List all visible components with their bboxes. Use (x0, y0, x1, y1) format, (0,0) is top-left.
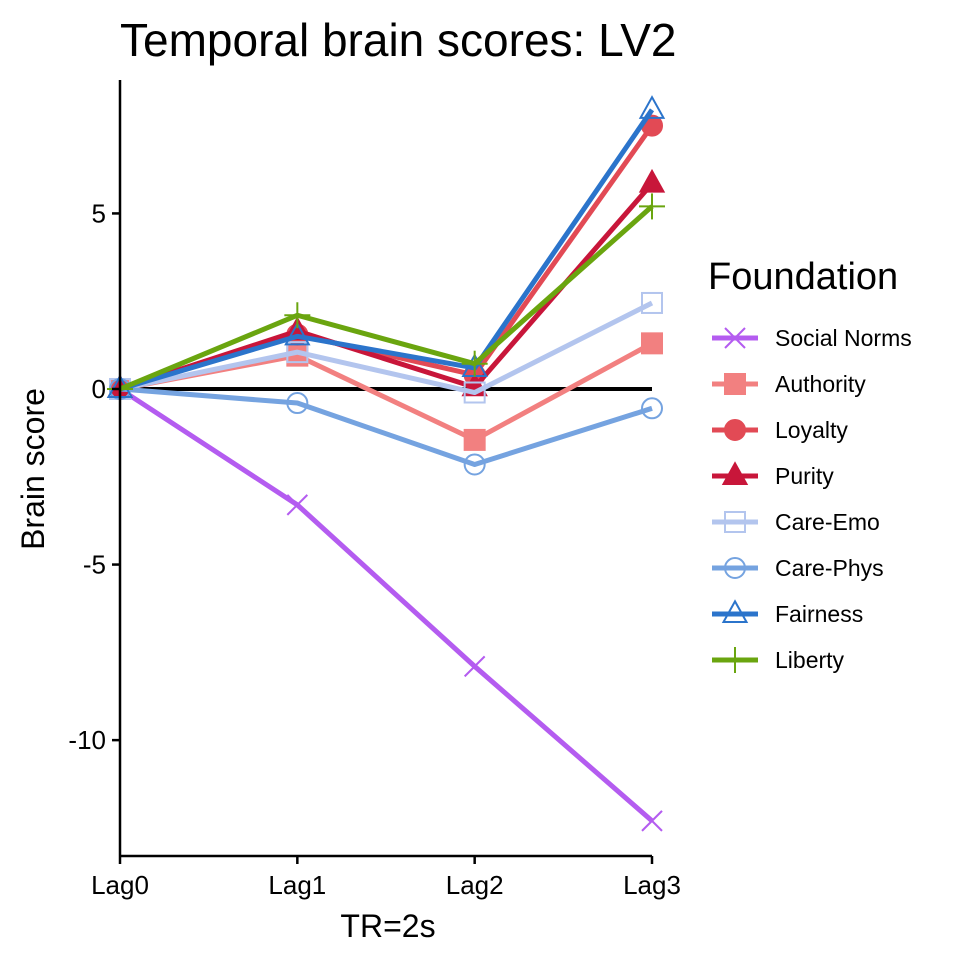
series-social-norms (109, 378, 663, 832)
y-tick-label: 5 (92, 198, 106, 228)
plot-area: -10 -5 0 5 Lag0 Lag1 Lag2 Lag3 (68, 80, 681, 900)
data-point-care-phys-1 (286, 392, 309, 415)
x-tick-label: Lag0 (91, 870, 149, 900)
axis-layer: -10 -5 0 5 Lag0 Lag1 Lag2 Lag3 (68, 80, 681, 900)
data-point-fairness-3 (638, 95, 666, 119)
y-tick-label: -10 (68, 725, 106, 755)
data-point-care-phys-2 (463, 453, 486, 476)
legend-key-marker-liberty (722, 647, 748, 673)
series-line-care-emo (119, 300, 654, 396)
legend-key-marker-purity (721, 461, 749, 486)
data-point-social-norms-3 (641, 810, 663, 832)
x-tick-label: Lag1 (268, 870, 326, 900)
legend-key-marker-fairness (721, 599, 749, 624)
data-point-authority-2 (463, 428, 486, 451)
data-point-social-norms-1 (286, 494, 309, 516)
y-tick-label: -5 (83, 550, 106, 580)
legend-label: Social Norms (775, 325, 912, 351)
data-point-authority-3 (641, 332, 663, 355)
legend-label: Purity (775, 463, 834, 489)
y-tick-label: 0 (92, 374, 106, 404)
x-axis-title: TR=2s (340, 908, 435, 944)
legend-entry-purity: Purity (712, 461, 834, 489)
data-point-care-phys-3 (641, 397, 663, 420)
data-point-fairness-1 (284, 321, 311, 346)
legend-label: Fairness (775, 601, 863, 627)
legend-key-marker-care-emo (724, 511, 746, 533)
series-line-loyalty (119, 124, 655, 392)
legend-label: Liberty (775, 647, 845, 673)
data-point-care-emo-2 (463, 381, 486, 404)
legend-entry-fairness: Fairness (712, 599, 863, 627)
data-point-liberty-1 (284, 302, 311, 329)
legend-entry-authority: Authority (712, 371, 866, 397)
series-line-care-phys (119, 386, 653, 467)
series-care-emo (109, 291, 663, 404)
data-point-liberty-3 (639, 193, 665, 220)
series-line-liberty (119, 204, 654, 392)
legend-label: Loyalty (775, 417, 848, 443)
legend-label: Care-Phys (775, 555, 884, 581)
legend-title: Foundation (708, 256, 898, 298)
legend-entry-care-emo: Care-Emo (712, 509, 880, 535)
chart-title: Temporal brain scores: LV2 (120, 14, 677, 66)
series-fairness (106, 95, 666, 399)
legend-entry-social-norms: Social Norms (712, 325, 912, 351)
legend-key-marker-social-norms (724, 327, 746, 349)
series-line-fairness (119, 108, 655, 392)
legend-label: Authority (775, 371, 866, 397)
series-line-social-norms (118, 386, 654, 823)
data-point-liberty-2 (461, 350, 488, 377)
x-tick-label: Lag3 (623, 870, 681, 900)
y-axis-title: Brain score (15, 388, 51, 550)
data-point-care-emo-1 (286, 341, 309, 364)
legend-entry-loyalty: Loyalty (712, 417, 848, 443)
legend-entry-liberty: Liberty (712, 647, 845, 673)
series-care-phys (109, 377, 663, 476)
legend: Foundation Social Norms Authority Loyalty P… (708, 256, 912, 673)
data-point-purity-3 (638, 168, 666, 193)
legend-entry-care-phys: Care-Phys (712, 555, 884, 581)
data-point-care-emo-3 (641, 291, 663, 314)
series-layer (106, 95, 666, 832)
x-tick-label: Lag2 (446, 870, 504, 900)
legend-label: Care-Emo (775, 509, 880, 535)
data-point-social-norms-2 (463, 655, 486, 678)
series-purity (106, 168, 666, 399)
legend-key-marker-care-phys (724, 557, 746, 579)
legend-key-marker-loyalty (724, 419, 746, 441)
legend-key-marker-authority (724, 373, 746, 395)
